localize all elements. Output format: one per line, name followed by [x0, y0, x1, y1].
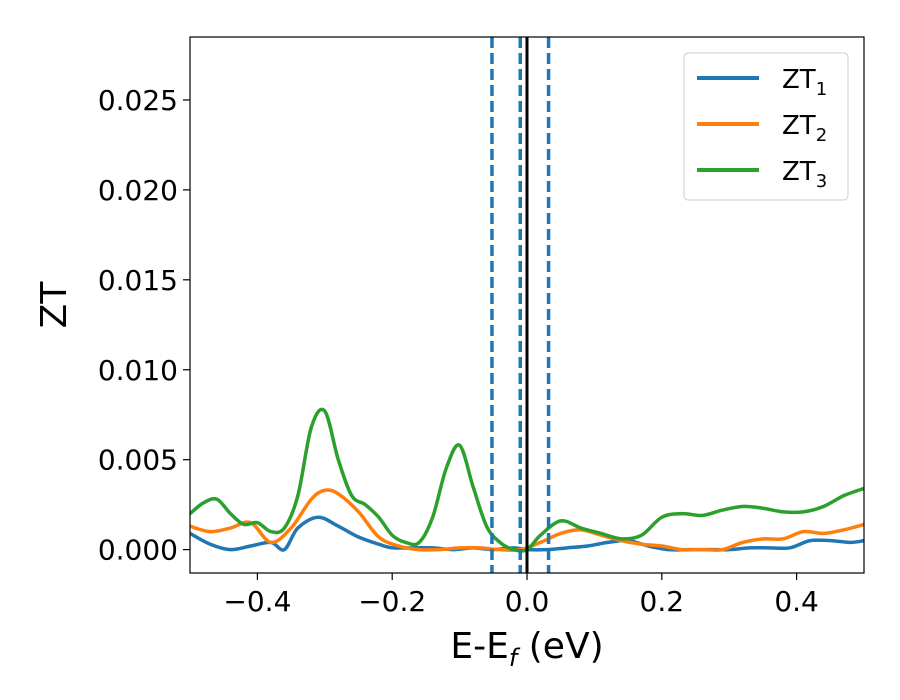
y-tick-label: 0.005: [98, 444, 178, 477]
x-tick-label: 0.4: [774, 585, 819, 618]
y-tick-label: 0.010: [98, 354, 178, 387]
y-tick-label: 0.000: [98, 534, 178, 567]
x-axis-ticks: −0.4 −0.2 0.0 0.2 0.4: [223, 573, 819, 618]
legend-label-zt3: ZT3: [782, 157, 827, 192]
y-axis-ticks: 0.000 0.005 0.010 0.015 0.020 0.025: [98, 84, 190, 567]
x-axis-label: E-Ef (eV): [450, 626, 603, 672]
y-tick-label: 0.020: [98, 174, 178, 207]
legend-label-zt1: ZT1: [782, 65, 827, 100]
x-tick-label: −0.4: [223, 585, 291, 618]
legend: ZT1 ZT2 ZT3: [683, 52, 849, 201]
legend-label-zt2: ZT2: [782, 111, 827, 146]
x-axis-label-unit: (eV): [517, 626, 603, 667]
legend-box: [683, 52, 849, 201]
y-axis-label: ZT: [34, 281, 75, 329]
y-tick-label: 0.025: [98, 84, 178, 117]
vline-layer: [490, 37, 551, 573]
x-tick-label: −0.2: [358, 585, 426, 618]
series-line-zt3: [190, 407, 864, 553]
y-tick-label: 0.015: [98, 264, 178, 297]
x-tick-label: 0.0: [505, 585, 550, 618]
x-tick-label: 0.2: [640, 585, 685, 618]
